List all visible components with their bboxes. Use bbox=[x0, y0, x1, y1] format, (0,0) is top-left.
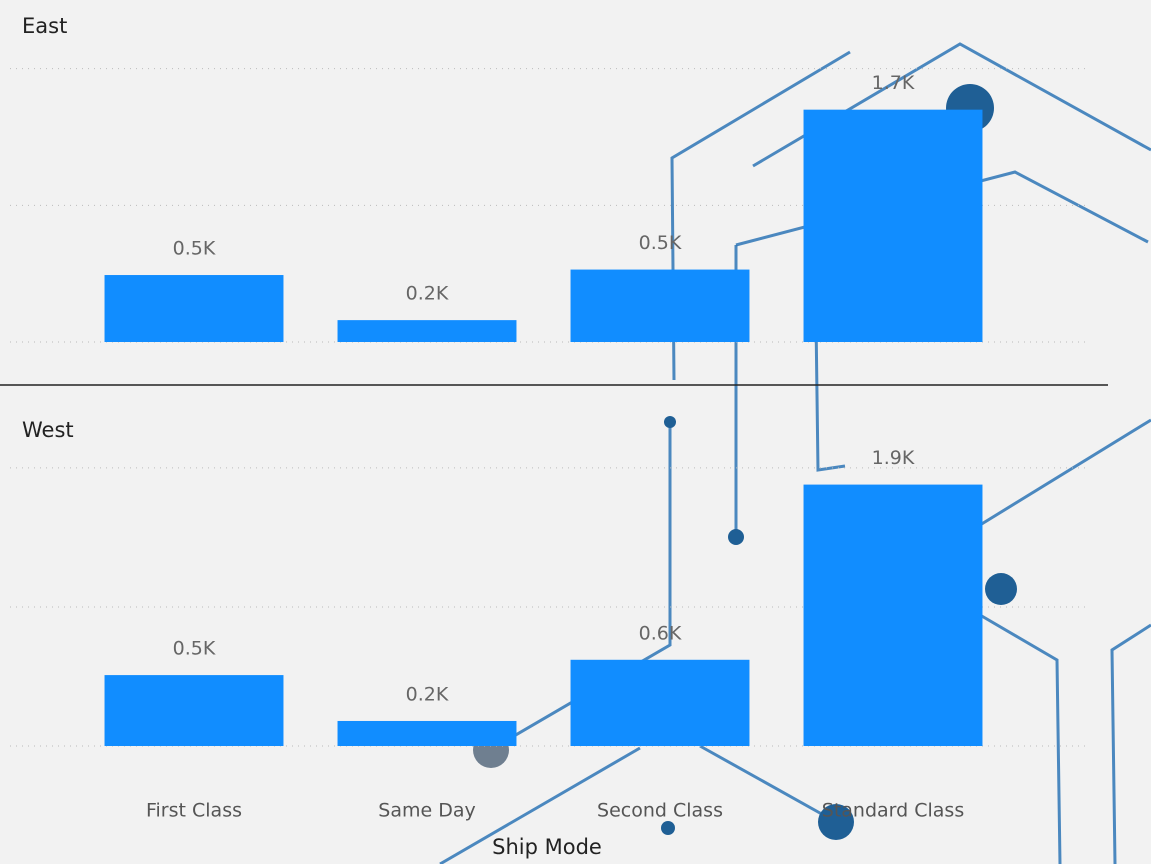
panel-title: West bbox=[22, 418, 74, 442]
bar bbox=[337, 320, 517, 342]
bar bbox=[104, 275, 284, 342]
background-decoration bbox=[439, 42, 1151, 864]
deco-dot bbox=[728, 529, 744, 545]
bar bbox=[570, 659, 750, 746]
deco-dot bbox=[664, 416, 676, 428]
x-tick-label: Standard Class bbox=[822, 800, 964, 822]
deco-line bbox=[814, 319, 846, 472]
data-label: 0.5K bbox=[173, 638, 216, 660]
deco-dot bbox=[818, 804, 854, 840]
bar bbox=[803, 484, 983, 746]
bar bbox=[570, 269, 750, 342]
bar bbox=[337, 720, 517, 746]
x-axis-title: Ship Mode bbox=[492, 835, 602, 859]
data-label: 0.6K bbox=[639, 622, 682, 644]
deco-dot bbox=[661, 821, 675, 835]
deco-line bbox=[699, 744, 837, 824]
deco-line bbox=[979, 613, 1062, 864]
data-label: 0.2K bbox=[406, 283, 449, 305]
panel-title: East bbox=[22, 14, 67, 38]
deco-dot bbox=[985, 573, 1017, 605]
bar bbox=[803, 109, 983, 343]
deco-line bbox=[1110, 623, 1151, 864]
data-label: 1.7K bbox=[872, 72, 915, 94]
data-label: 0.2K bbox=[406, 683, 449, 705]
deco-line bbox=[489, 422, 672, 752]
x-tick-label: Second Class bbox=[597, 800, 723, 822]
data-label: 1.9K bbox=[872, 447, 915, 469]
deco-line bbox=[979, 418, 1151, 527]
data-label: 0.5K bbox=[639, 232, 682, 254]
bar bbox=[104, 675, 284, 746]
data-label: 0.5K bbox=[173, 238, 216, 260]
deco-line bbox=[439, 746, 641, 864]
x-tick-label: Same Day bbox=[378, 800, 475, 822]
x-tick-label: First Class bbox=[146, 800, 242, 822]
